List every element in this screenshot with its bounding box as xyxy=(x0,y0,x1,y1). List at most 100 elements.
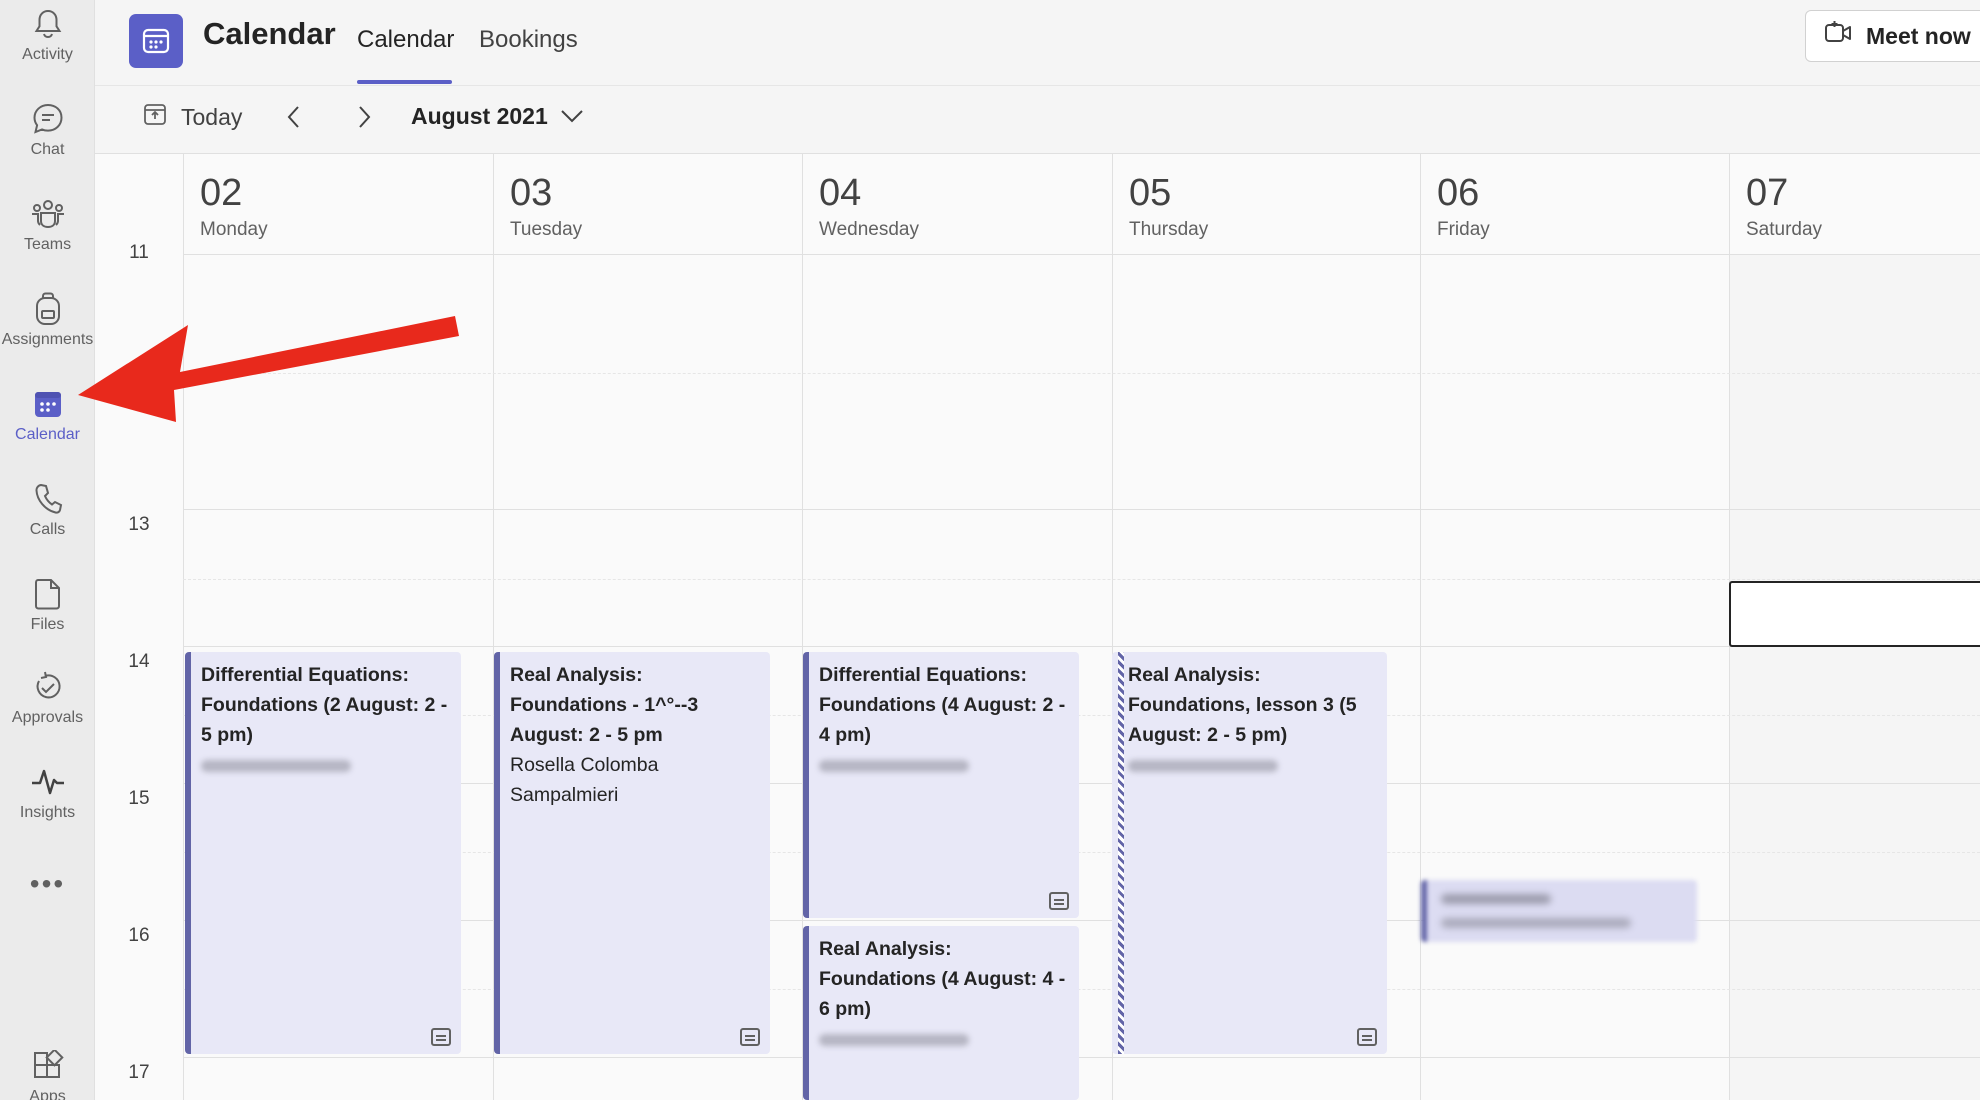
file-icon xyxy=(28,574,68,614)
half-hour-line xyxy=(183,373,1980,374)
next-week-button[interactable] xyxy=(349,104,379,134)
hour-label-13: 13 xyxy=(128,514,150,535)
backpack-icon xyxy=(28,289,68,329)
rail-item-chat[interactable]: Chat xyxy=(0,95,95,181)
previous-week-button[interactable] xyxy=(279,104,309,134)
day-name: Friday xyxy=(1437,219,1490,240)
day-number: 04 xyxy=(819,172,862,214)
rail-item-insights[interactable]: Insights xyxy=(0,758,95,844)
bell-icon xyxy=(28,4,68,44)
rail-item-files[interactable]: Files xyxy=(0,570,95,656)
hour-line xyxy=(183,509,1980,510)
active-tab-indicator xyxy=(357,80,452,84)
calendar-app-icon xyxy=(129,14,183,68)
day-number: 07 xyxy=(1746,172,1789,214)
hour-label-17: 17 xyxy=(128,1062,150,1083)
hour-label-14: 14 xyxy=(128,651,150,672)
teams-icon xyxy=(28,194,68,234)
rail-label-calendar: Calendar xyxy=(15,426,80,443)
calendar-today-icon xyxy=(143,102,167,132)
day-name: Tuesday xyxy=(510,219,583,240)
more-apps-ellipsis[interactable]: ••• xyxy=(29,868,66,899)
event-organizer: Rosella Colomba Sampalmieri xyxy=(510,754,659,806)
rail-label-apps: Apps xyxy=(29,1088,66,1100)
calendar-event[interactable]: Differential Equations: Foundations (4 A… xyxy=(803,652,1079,918)
notes-icon xyxy=(740,1028,760,1046)
day-number: 02 xyxy=(200,172,243,214)
rail-label-activity: Activity xyxy=(22,46,73,63)
day-number: 06 xyxy=(1437,172,1480,214)
hour-line xyxy=(183,1057,1980,1058)
video-camera-icon xyxy=(1824,20,1852,52)
hour-label-16: 16 xyxy=(128,925,150,946)
month-picker[interactable]: August 2021 xyxy=(411,103,584,130)
event-title: Differential Equations: Foundations (2 A… xyxy=(201,664,448,746)
day-name: Saturday xyxy=(1746,219,1823,240)
page-title: Calendar xyxy=(203,16,336,51)
apps-icon xyxy=(28,1046,68,1086)
day-header: 03 Tuesday xyxy=(494,154,802,255)
rail-label-chat: Chat xyxy=(30,141,65,158)
chevron-down-icon xyxy=(560,103,584,130)
approvals-icon xyxy=(28,667,68,707)
rail-label-insights: Insights xyxy=(19,804,76,821)
phone-icon xyxy=(28,479,68,519)
tab-calendar[interactable]: Calendar xyxy=(357,26,455,53)
day-name: Wednesday xyxy=(819,219,919,240)
notes-icon xyxy=(1049,892,1069,910)
app-header: Calendar Calendar Bookings Meet now xyxy=(95,0,1980,86)
month-label: August 2021 xyxy=(411,103,548,129)
day-name: Monday xyxy=(200,219,268,240)
calendar-icon xyxy=(28,384,68,424)
calendar-event[interactable]: Real Analysis: Foundations - 1^°--3 Augu… xyxy=(494,652,770,1054)
calendar-event-tentative[interactable]: Real Analysis: Foundations, lesson 3 (5 … xyxy=(1112,652,1387,1054)
day-header: 04 Wednesday xyxy=(803,154,1112,255)
redacted-text xyxy=(1441,894,1551,904)
pulse-icon xyxy=(28,762,68,802)
rail-label-teams: Teams xyxy=(23,236,72,253)
day-column-friday[interactable]: 06 Friday xyxy=(1420,154,1729,1100)
day-header: 07 Saturday xyxy=(1730,154,1980,255)
rail-item-teams[interactable]: Teams xyxy=(0,190,95,276)
notes-icon xyxy=(431,1028,451,1046)
tab-bookings[interactable]: Bookings xyxy=(479,26,578,53)
rail-item-approvals[interactable]: Approvals xyxy=(0,663,95,749)
notes-icon xyxy=(1357,1028,1377,1046)
day-header: 05 Thursday xyxy=(1113,154,1420,255)
event-title: Differential Equations: Foundations (4 A… xyxy=(819,664,1066,746)
rail-item-apps[interactable]: Apps xyxy=(0,1042,95,1100)
event-title: Real Analysis: Foundations - 1^°--3 Augu… xyxy=(510,664,699,746)
chevron-right-icon xyxy=(356,105,372,134)
half-hour-line xyxy=(183,715,1980,716)
selected-time-slot[interactable] xyxy=(1729,581,1980,647)
half-hour-line xyxy=(183,852,1980,853)
rail-item-activity[interactable]: Activity xyxy=(0,0,95,86)
rail-item-assignments[interactable]: Assignments xyxy=(0,285,95,371)
day-header: 06 Friday xyxy=(1421,154,1729,255)
hour-line xyxy=(183,646,1980,647)
redacted-text xyxy=(1441,918,1631,928)
chevron-left-icon xyxy=(286,105,302,134)
event-organizer-redacted xyxy=(819,1034,969,1046)
event-organizer-redacted xyxy=(201,760,351,772)
rail-item-calendar[interactable]: Calendar xyxy=(0,380,95,466)
rail-label-assignments: Assignments xyxy=(1,331,94,348)
meet-now-label: Meet now xyxy=(1866,22,1971,49)
meet-now-button[interactable]: Meet now xyxy=(1805,10,1980,62)
calendar-event-redacted[interactable] xyxy=(1421,880,1697,942)
event-title: Real Analysis: Foundations, lesson 3 (5 … xyxy=(1128,664,1357,746)
rail-label-files: Files xyxy=(30,616,65,633)
event-title: Real Analysis: Foundations (4 August: 4 … xyxy=(819,938,1066,1020)
day-header: 02 Monday xyxy=(184,154,493,255)
event-organizer-redacted xyxy=(819,760,969,772)
red-arrow-annotation xyxy=(78,316,459,422)
chat-icon xyxy=(28,99,68,139)
calendar-event[interactable]: Real Analysis: Foundations (4 August: 4 … xyxy=(803,926,1079,1100)
today-button[interactable]: Today xyxy=(143,102,242,132)
calendar-toolbar: Today August 2021 xyxy=(95,86,1980,153)
rail-item-calls[interactable]: Calls xyxy=(0,475,95,561)
hour-line xyxy=(183,783,1980,784)
today-label: Today xyxy=(181,103,243,130)
event-organizer-redacted xyxy=(1128,760,1278,772)
calendar-event[interactable]: Differential Equations: Foundations (2 A… xyxy=(185,652,461,1054)
